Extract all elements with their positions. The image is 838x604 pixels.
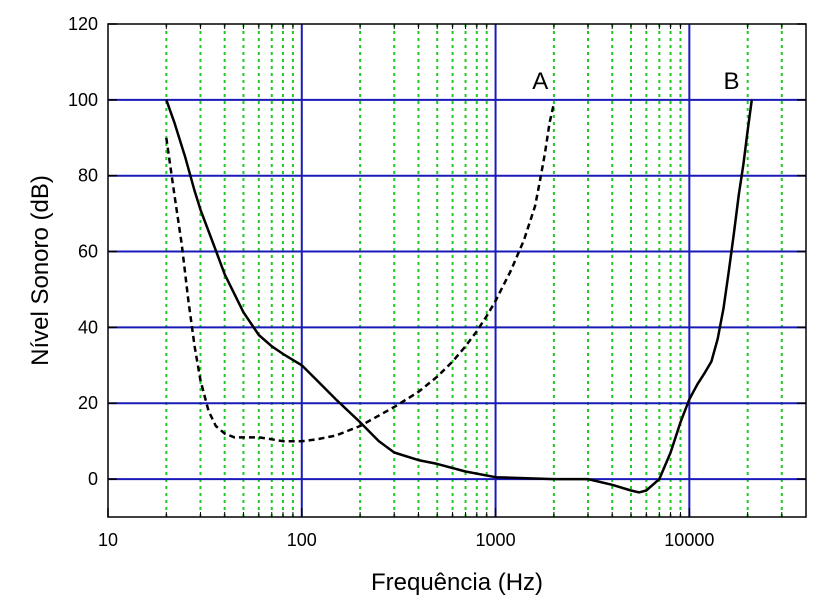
series-label-b: B	[723, 68, 739, 95]
y-tick-label: 80	[78, 166, 98, 186]
y-tick-label: 40	[78, 317, 98, 337]
y-tick-label: 0	[88, 469, 98, 489]
minor-grid	[165, 24, 783, 517]
x-axis-title: Frequência (Hz)	[371, 569, 543, 596]
x-tick-label: 1000	[476, 530, 516, 550]
ticks-layer	[107, 23, 806, 517]
series-line-b	[165, 99, 754, 494]
series-line-a	[165, 103, 556, 443]
y-tick-label: 120	[68, 14, 98, 34]
tick-labels: 10 100 1000 10000 0 20 40 60 80 100 120	[68, 14, 714, 550]
x-tick-label: 100	[287, 530, 317, 550]
x-tick-label: 10	[98, 530, 118, 550]
y-tick-label: 60	[78, 242, 98, 262]
plot-frame	[107, 23, 807, 518]
series-layer	[165, 99, 754, 494]
y-axis-title: Nível Sonoro (dB)	[27, 175, 54, 366]
x-tick-label: 10000	[664, 530, 714, 550]
y-tick-label: 100	[68, 90, 98, 110]
major-grid	[108, 24, 806, 517]
series-label-a: A	[532, 68, 548, 95]
y-tick-label: 20	[78, 393, 98, 413]
